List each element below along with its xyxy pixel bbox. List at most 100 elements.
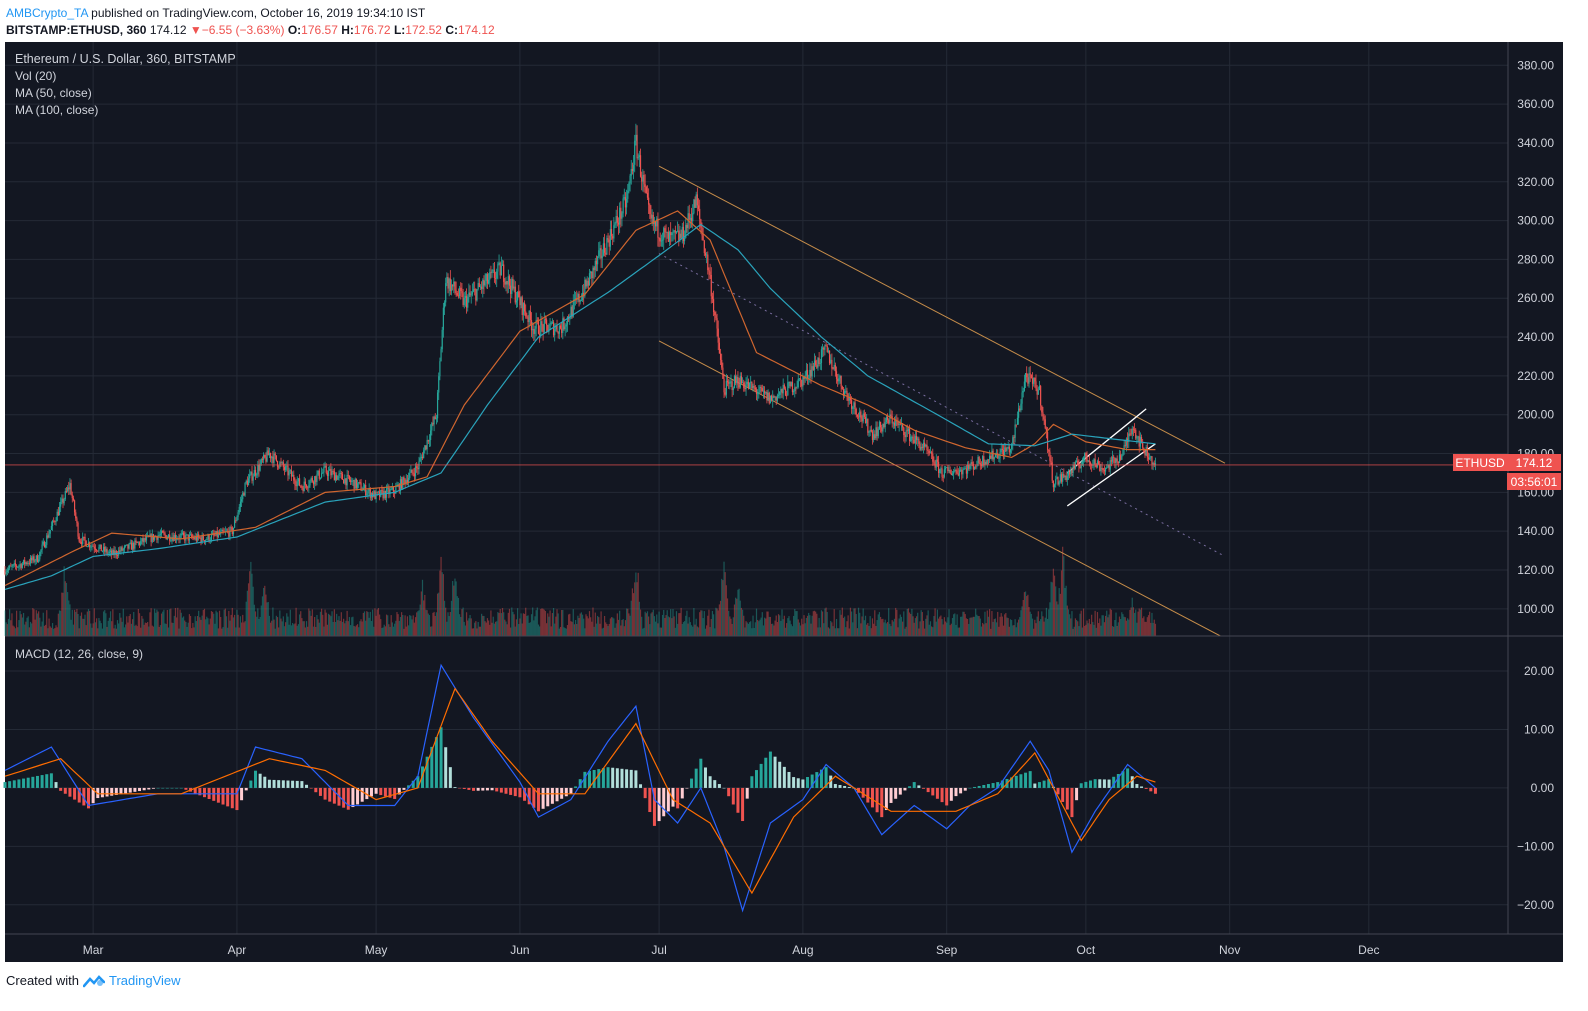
candle-body	[715, 315, 717, 319]
candle-body	[861, 418, 863, 422]
candle-body	[753, 385, 755, 388]
candle-body	[519, 297, 521, 306]
candle-body	[721, 359, 723, 368]
volume-bar	[1058, 588, 1060, 636]
candle-body	[439, 361, 441, 377]
volume-bar	[929, 621, 932, 636]
candle-body	[446, 277, 448, 284]
volume-bar	[712, 614, 715, 636]
volume-bar	[1011, 620, 1013, 636]
candle-body	[658, 237, 660, 239]
volume-bar	[540, 609, 542, 636]
macd-histogram-bar	[235, 787, 239, 811]
macd-histogram-bar	[536, 787, 540, 812]
volume-bar	[154, 608, 156, 636]
macd-histogram-bar	[87, 787, 90, 809]
candle-body	[1037, 389, 1039, 395]
chart-canvas[interactable]: Mar Apr May Jun Jul Aug Sep Oct Nov Dec100.00120.…	[0, 0, 1588, 968]
volume-bar	[205, 619, 207, 636]
volume-bar	[811, 615, 813, 636]
volume-bar	[850, 611, 853, 636]
volume-bar	[591, 621, 593, 636]
volume-bar	[311, 609, 313, 636]
volume-bar	[890, 626, 892, 636]
candle-body	[469, 292, 471, 296]
candle-body	[164, 533, 166, 536]
candle-body	[864, 416, 867, 424]
candle-body	[934, 463, 936, 468]
trendline-channel-mid-dotted	[658, 253, 1226, 557]
candle-body	[637, 157, 639, 159]
candle-body	[673, 230, 675, 232]
volume-bar	[904, 628, 906, 636]
volume-bar	[303, 621, 305, 636]
candle-body	[207, 534, 209, 540]
volume-bar	[295, 607, 297, 636]
candle-body	[21, 563, 23, 568]
candle-body	[433, 416, 435, 425]
candle-body	[812, 366, 814, 370]
volume-bar	[1044, 617, 1046, 636]
volume-bar	[192, 622, 194, 636]
macd-histogram-bar	[35, 775, 39, 788]
candle-body	[431, 423, 433, 431]
macd-histogram-bar	[351, 787, 355, 808]
candle-body	[682, 226, 685, 242]
volume-bar	[236, 609, 238, 636]
candle-body	[638, 155, 640, 158]
candle-body	[507, 276, 509, 285]
volume-bar	[287, 616, 289, 636]
candle-body	[746, 381, 748, 385]
volume-bar	[545, 623, 548, 636]
candle-body	[828, 350, 831, 364]
volume-bar	[913, 622, 915, 636]
candle-body	[15, 565, 18, 567]
volume-bar	[426, 610, 428, 636]
candle-body	[624, 197, 627, 208]
tradingview-link[interactable]: TradingView	[108, 973, 181, 988]
volume-bar	[86, 611, 88, 636]
volume-bar	[242, 614, 244, 636]
candle-body	[767, 392, 769, 401]
candle-body	[661, 239, 664, 241]
candle-body	[609, 229, 611, 247]
volume-bar	[795, 611, 797, 636]
candle-body	[994, 453, 997, 458]
volume-bar	[413, 622, 415, 636]
author-link[interactable]: AMBCrypto_TA	[6, 6, 88, 20]
candle-body	[653, 221, 656, 225]
volume-bar	[809, 615, 811, 636]
volume-bar	[122, 608, 124, 636]
volume-bar	[1041, 611, 1043, 636]
volume-bar	[278, 627, 280, 636]
y-tick-label: 140.00	[1517, 524, 1554, 538]
volume-bar	[369, 611, 371, 636]
macd-histogram-bar	[1084, 781, 1088, 788]
candle-body	[481, 286, 483, 290]
candle-body	[1071, 470, 1073, 474]
candle-body	[1013, 437, 1015, 439]
candle-body	[847, 394, 849, 401]
candle-body	[111, 550, 113, 556]
volume-bar	[797, 619, 799, 636]
candle-body	[639, 155, 642, 177]
volume-bar	[515, 619, 518, 636]
volume-bar	[177, 607, 179, 636]
volume-bar	[864, 615, 867, 636]
candle-body	[236, 516, 238, 521]
candle-body	[1059, 474, 1061, 482]
candle-body	[366, 493, 368, 496]
volume-bar	[816, 613, 818, 636]
candle-body	[920, 446, 922, 450]
volume-bar	[64, 581, 66, 636]
volume-bar	[231, 607, 233, 636]
volume-bar	[166, 609, 168, 636]
volume-bar	[227, 627, 229, 636]
candle-body	[174, 535, 177, 540]
volume-bar	[710, 619, 712, 636]
volume-bar	[1069, 614, 1071, 636]
volume-bar	[919, 621, 921, 636]
candle-body	[755, 389, 758, 394]
candle-body	[199, 537, 201, 539]
candle-body	[180, 534, 182, 536]
